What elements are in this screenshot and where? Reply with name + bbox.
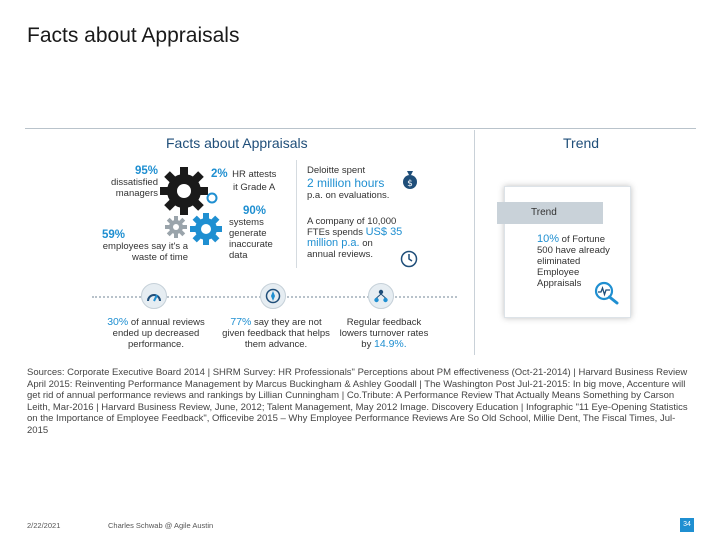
fact-feedback-text: say they are not given feedback that hel… [222, 317, 330, 350]
fact-company-text1: A company of 10,000 [307, 216, 397, 227]
page-number: 34 [680, 518, 694, 532]
fact-waste: 59% employees say it's a waste of time [102, 229, 190, 263]
fact-hr-pct: 2% [211, 168, 228, 180]
gear-icon [206, 192, 218, 204]
fact-feedback-pct: 77% [230, 316, 252, 328]
panel-top-rule [25, 128, 696, 129]
fact-regular-text: Regular feedback lowers turnover rates b… [339, 317, 429, 350]
trend-text1: of [561, 234, 570, 245]
panel-divider [474, 130, 475, 355]
sources-text: Sources: Corporate Executive Board 2014 … [27, 367, 688, 436]
fact-hr-text1: HR attests [232, 169, 277, 180]
fact-systems-pct: 90% [243, 205, 267, 217]
fact-systems-text: systems generate inaccurate data [229, 217, 273, 261]
fact-deloitte-line1: Deloitte spent [307, 165, 366, 176]
panel-heading-left: Facts about Appraisals [166, 135, 308, 151]
fact-company-text2: FTEs spends [307, 227, 363, 238]
fact-dissatisfied-text: dissatisfied managers [111, 177, 158, 199]
panel-heading-right: Trend [563, 135, 600, 151]
fact-dissatisfied-pct: 95% [134, 165, 158, 177]
gear-icon [165, 216, 187, 238]
trend-text: 10% of Fortune 500 have already eliminat… [537, 233, 617, 290]
gear-icon [160, 167, 208, 215]
fact-company-row3: million p.a. on [307, 237, 417, 250]
fact-waste-text: employees say it's a waste of time [102, 241, 188, 263]
fact-systems: 90% systems generate inaccurate data [229, 205, 291, 261]
trend-text2: Fortune 500 have already eliminated Empl… [537, 234, 610, 289]
slide-title: Facts about Appraisals [27, 24, 240, 47]
fact-regular: Regular feedback lowers turnover rates b… [339, 317, 429, 350]
fact-company-amount2: million p.a. [307, 237, 360, 249]
fact-deloitte: Deloitte spent 2 million hours p.a. on e… [307, 165, 407, 201]
fact-reviews-pct: 30% [107, 316, 129, 328]
trend-card: Trend 10% of Fortune 500 have already el… [497, 186, 631, 318]
footer-author: Charles Schwab @ Agile Austin [108, 521, 214, 530]
fact-deloitte-line3: p.a. on evaluations. [307, 190, 407, 201]
gear-icon [190, 213, 222, 245]
fact-reviews: 30% of annual reviews ended up decreased… [100, 316, 212, 351]
trend-bar: Trend [497, 202, 603, 224]
fact-waste-pct: 59% [102, 229, 126, 241]
compass-icon [260, 283, 286, 309]
fact-dissatisfied: 95% dissatisfied managers [98, 165, 158, 199]
svg-text:$: $ [407, 179, 413, 189]
fact-company: A company of 10,000 FTEs spends US$ 35 m… [307, 216, 417, 260]
footer-date: 2/22/2021 [27, 521, 61, 530]
fact-hr-text2: it Grade A [233, 182, 276, 193]
fact-reviews-text: of annual reviews ended up decreased per… [112, 317, 205, 350]
separator [296, 160, 297, 268]
fact-company-row2: FTEs spends US$ 35 [307, 226, 417, 239]
speedometer-icon [141, 283, 167, 309]
magnifier-icon [594, 281, 619, 305]
fact-company-text4: annual reviews. [307, 249, 374, 260]
fact-deloitte-amount: 2 million hours [307, 176, 385, 190]
fact-company-amount1: US$ 35 [365, 226, 403, 238]
fact-hr: 2% HR attests it Grade A [211, 164, 291, 193]
money-bag-icon: $ [403, 171, 417, 189]
fact-feedback: 77% say they are not given feedback that… [222, 316, 330, 351]
network-icon [368, 283, 394, 309]
fact-company-text3: on [362, 238, 373, 249]
trend-pct: 10% [537, 233, 560, 245]
fact-deloitte-line3-text: p.a. on evaluations. [307, 190, 390, 201]
fact-regular-pct: 14.9%. [373, 338, 407, 350]
clock-icon [400, 250, 418, 268]
